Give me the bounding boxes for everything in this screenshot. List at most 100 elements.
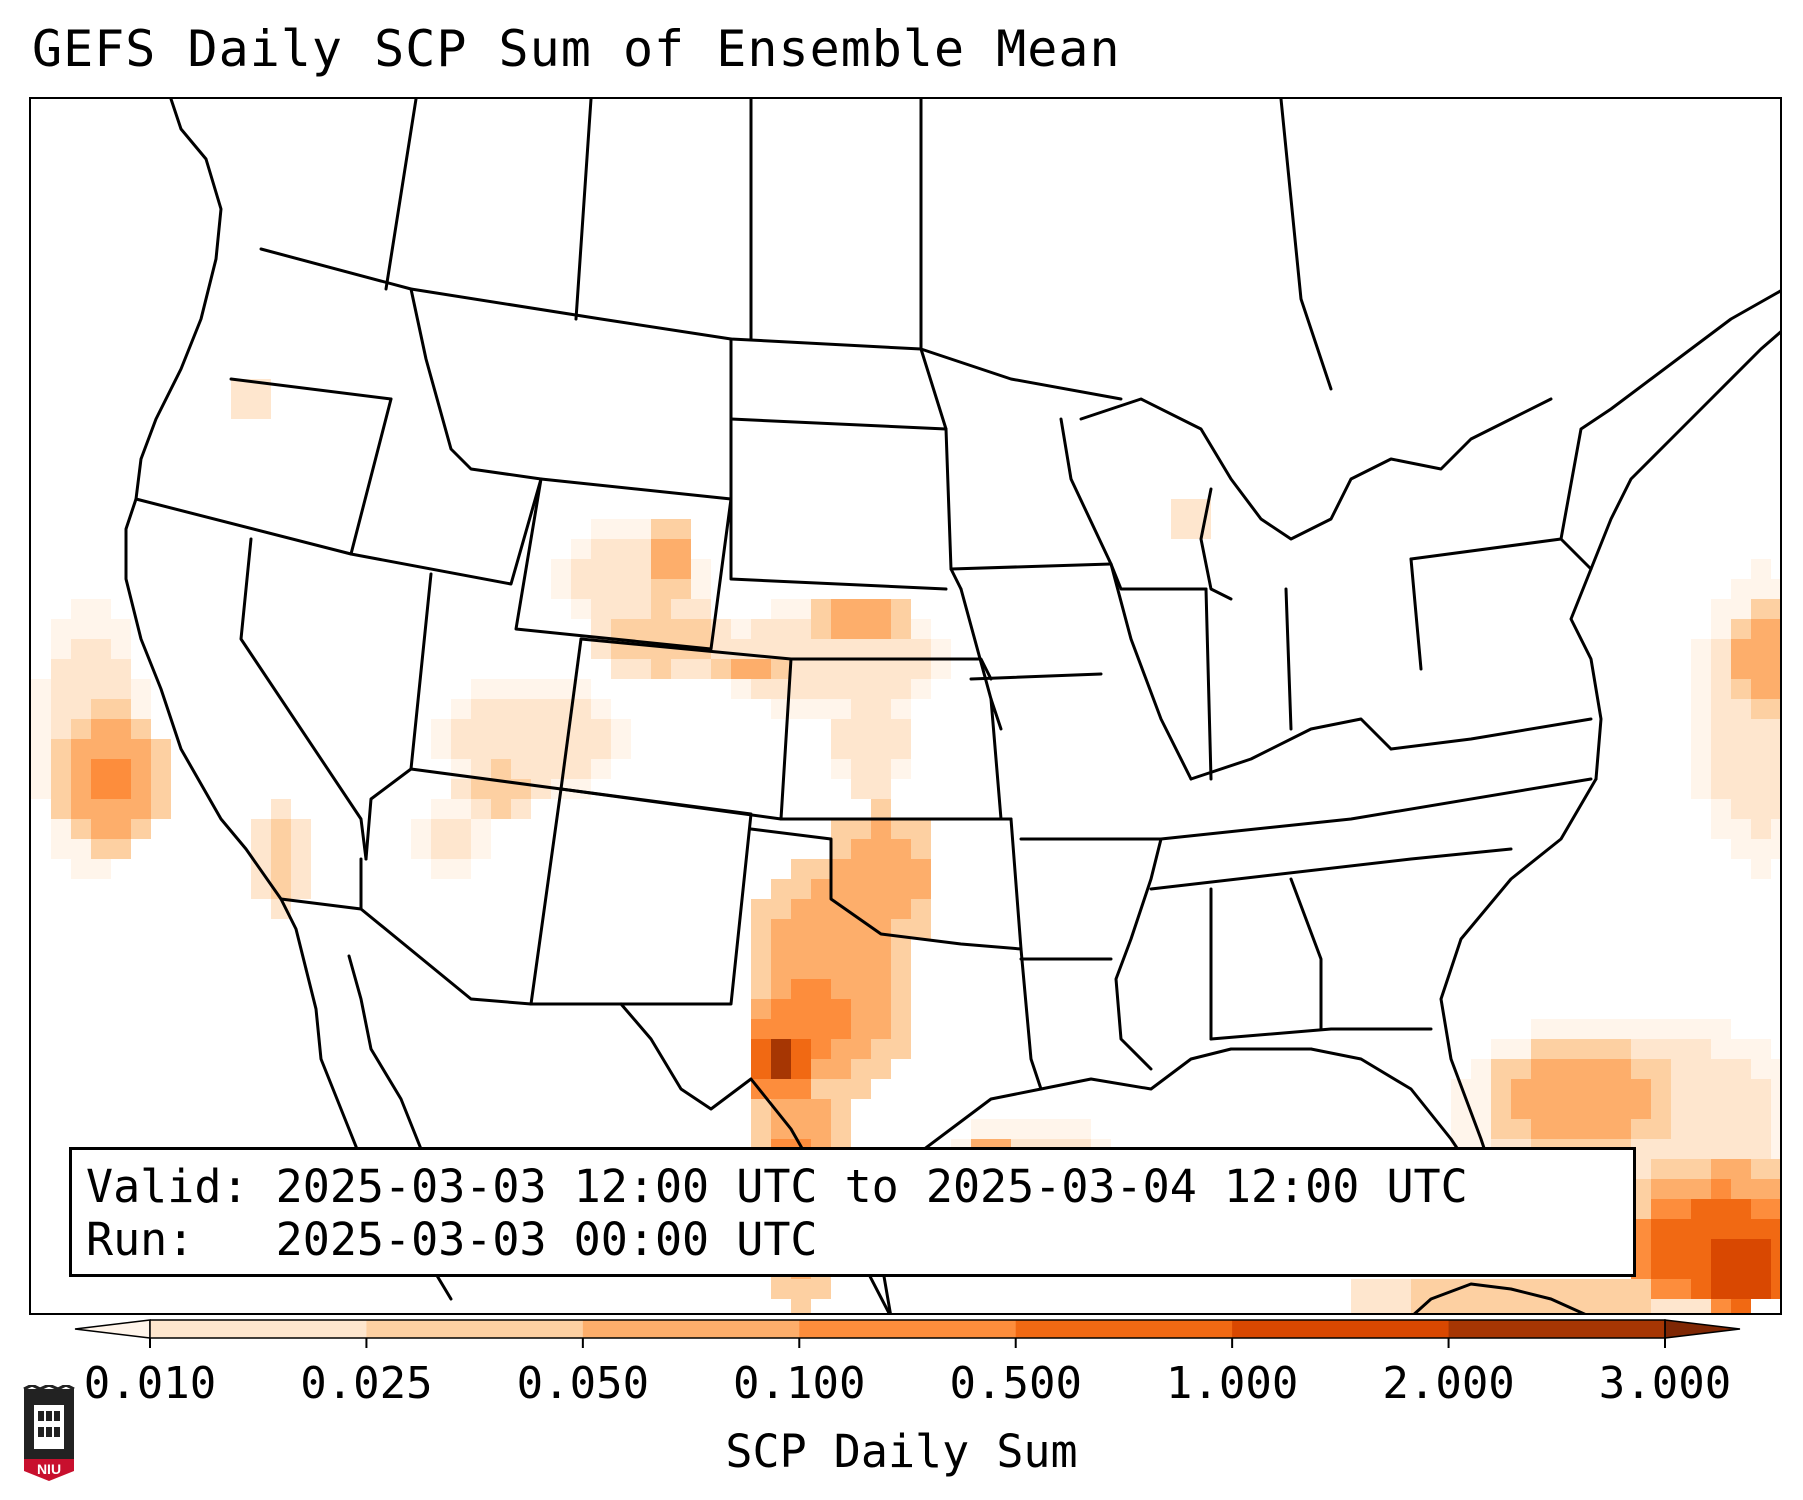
scp-field-cell — [511, 719, 531, 739]
scp-field-cell — [131, 779, 151, 799]
scp-field-cell — [771, 639, 791, 659]
scp-field-cell — [831, 959, 851, 979]
iowa-missouri — [969, 672, 1103, 681]
scp-field-cell — [471, 679, 491, 699]
scp-field-cell — [691, 559, 711, 579]
scp-field-cell — [451, 779, 471, 799]
scp-field-cell — [1751, 719, 1771, 739]
scp-field-cell — [751, 939, 771, 959]
scp-field-cell — [511, 679, 531, 699]
scp-field-cell — [811, 999, 831, 1019]
scp-field-cell — [1731, 1239, 1751, 1259]
scp-field-cell — [151, 799, 171, 819]
scp-field-cell — [891, 839, 911, 859]
scp-field-cell — [811, 899, 831, 919]
scp-field-cell — [1711, 1239, 1731, 1259]
scp-field-cell — [1551, 1099, 1571, 1119]
scp-field-cell — [1031, 1119, 1051, 1139]
scp-field-cell — [811, 1039, 831, 1059]
wyoming-box — [514, 477, 733, 651]
scp-field-cell — [271, 899, 291, 919]
scp-field-cell — [1691, 699, 1711, 719]
run-value: 2025-03-03 00:00 UTC — [275, 1213, 818, 1266]
scp-field-cell — [771, 1079, 791, 1099]
scp-field-cell — [131, 759, 151, 779]
scp-field-cell — [251, 819, 271, 839]
scp-field-cell — [491, 759, 511, 779]
valid-run-info-box: Valid: 2025-03-03 12:00 UTC to 2025-03-0… — [69, 1147, 1636, 1277]
nevada-utah — [409, 572, 433, 771]
washington-oregon — [229, 377, 393, 401]
scp-field-cell — [1491, 1059, 1511, 1079]
scp-field-cell — [1471, 1299, 1491, 1313]
scp-field-cell — [1691, 1099, 1711, 1119]
scp-field-cell — [871, 1019, 891, 1039]
scp-field-cell — [831, 1079, 851, 1099]
scp-field-cell — [1611, 1279, 1631, 1299]
scp-field-cell — [71, 839, 91, 859]
scp-field-cell — [791, 1059, 811, 1079]
scp-field-cell — [1591, 1019, 1611, 1039]
scp-field-cell — [591, 719, 611, 739]
colorbar: 0.010 0.025 0.050 0.100 0.500 1.000 2.000 3.000 — [74, 1319, 1741, 1409]
scp-field-cell — [1611, 1019, 1631, 1039]
scp-field-cell — [1711, 719, 1731, 739]
scp-field-cell — [531, 759, 551, 779]
scp-field-cell — [871, 899, 891, 919]
scp-field-cell — [751, 919, 771, 939]
scp-field-cell — [1751, 679, 1771, 699]
scp-field-cell — [131, 679, 151, 699]
niu-logo-text: NIU — [37, 1461, 61, 1477]
scp-field-cell — [1371, 1299, 1391, 1313]
colorbar-label: SCP Daily Sum — [725, 1425, 1078, 1478]
scp-field-cell — [571, 759, 591, 779]
scp-field-cell — [771, 1279, 791, 1299]
scp-field-cell — [871, 979, 891, 999]
scp-field-cell — [671, 599, 691, 619]
scp-field-cell — [671, 559, 691, 579]
lake-michigan — [1199, 487, 1233, 601]
scp-field-cell — [791, 599, 811, 619]
scp-field-cell — [1691, 719, 1711, 739]
scp-field-cell — [1691, 659, 1711, 679]
scp-field-cell — [571, 719, 591, 739]
scp-field-cell — [1771, 799, 1780, 819]
scp-field-cell — [291, 839, 311, 859]
scp-field-cell — [811, 979, 831, 999]
newmexico-box — [529, 787, 753, 1006]
scp-field-cell — [251, 879, 271, 899]
scp-field-cell — [851, 1059, 871, 1079]
scp-field-cell — [571, 739, 591, 759]
scp-field-cell — [1671, 1219, 1691, 1239]
scp-field-cell — [1531, 1299, 1551, 1313]
scp-field-cell — [551, 699, 571, 719]
scp-field-cell — [631, 519, 651, 539]
scp-field-cell — [911, 619, 931, 639]
scp-field-cell — [551, 719, 571, 739]
scp-field-cell — [1731, 799, 1751, 819]
scp-field-cell — [1591, 1039, 1611, 1059]
colorbar-segment — [799, 1320, 1017, 1338]
scp-field-cell — [1651, 1239, 1671, 1259]
scp-field-cell — [1371, 1279, 1391, 1299]
run-label: Run: — [86, 1213, 195, 1266]
scp-field-cell — [1671, 1079, 1691, 1099]
scp-field-cell — [51, 639, 71, 659]
scp-field-cell — [811, 1119, 831, 1139]
scp-field-cell — [1631, 1159, 1651, 1179]
scp-field-cell — [691, 599, 711, 619]
scp-field-cell — [871, 1059, 891, 1079]
scp-field-cell — [1631, 1039, 1651, 1059]
scp-field-cell — [1711, 699, 1731, 719]
scp-field-cell — [1651, 1259, 1671, 1279]
scp-field-cell — [731, 679, 751, 699]
colorbar-extend-low — [74, 1319, 151, 1339]
scp-field-cell — [1771, 1279, 1780, 1299]
scp-field-cell — [891, 899, 911, 919]
scp-field-cell — [791, 659, 811, 679]
gulf-coastline-east — [1039, 1047, 1313, 1091]
scp-field-cell — [151, 739, 171, 759]
scp-field-cell — [1651, 1199, 1671, 1219]
scp-field-cell — [611, 539, 631, 559]
scp-field-cell — [1731, 659, 1751, 679]
